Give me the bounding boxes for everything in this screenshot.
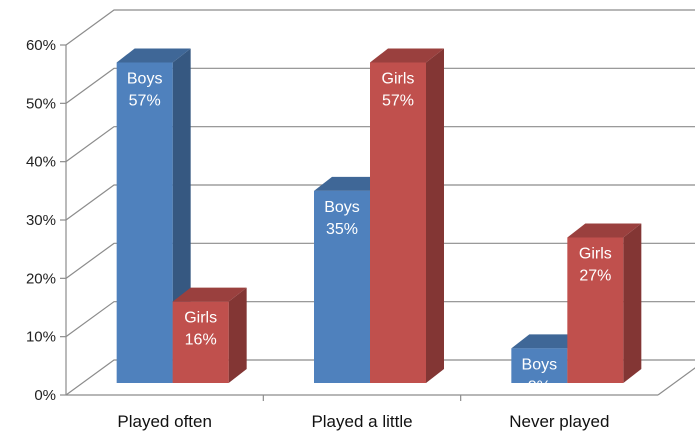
data-label-series: Boys xyxy=(324,199,360,216)
data-label-value: 27% xyxy=(579,268,611,285)
y-tick-label: 0% xyxy=(34,387,56,404)
bar-girls: Girls 57% xyxy=(370,48,444,383)
bar-top xyxy=(511,334,586,349)
bar-top xyxy=(116,48,191,63)
bar-side xyxy=(623,223,642,383)
y-tick-label: 60% xyxy=(26,37,56,54)
bar-side xyxy=(228,287,247,383)
data-label-series: Girls xyxy=(184,310,217,327)
y-tick-label: 20% xyxy=(26,270,56,287)
bar-top xyxy=(172,287,247,302)
data-label-value: 8% xyxy=(528,378,551,395)
data-label-value: 35% xyxy=(326,221,358,238)
bar-front xyxy=(370,62,426,383)
y-tick-label: 10% xyxy=(26,329,56,346)
bar-girls: Girls 16% xyxy=(172,287,247,383)
data-label-series: Girls xyxy=(579,246,612,263)
bar-side xyxy=(426,48,444,383)
bar-front xyxy=(314,190,370,383)
data-label-series: Boys xyxy=(522,356,558,373)
gridlines xyxy=(65,9,695,396)
bar-front xyxy=(116,62,173,383)
bar-front xyxy=(567,237,624,383)
gridline xyxy=(65,126,695,163)
y-axis: 0% 10% 20% 30% 40% 50% 60% xyxy=(26,37,67,404)
data-label-value: 57% xyxy=(382,93,414,110)
bar-top xyxy=(567,223,642,238)
x-tick-label: Never played xyxy=(509,412,609,431)
x-tick-label: Played a little xyxy=(311,412,412,431)
gridline xyxy=(65,9,695,46)
floor-edge xyxy=(657,367,695,396)
bars: Boys 57% Girls 16% Boys 35% Girls 57% Boys 8% Girl… xyxy=(116,48,642,395)
y-tick-label: 50% xyxy=(26,95,56,112)
bar-front xyxy=(511,348,568,383)
gridline xyxy=(65,184,695,221)
gridline xyxy=(65,67,695,104)
data-label-value: 57% xyxy=(129,93,161,110)
data-label-value: 16% xyxy=(185,332,217,349)
x-axis: Played often Played a little Never played xyxy=(66,394,658,431)
bar-top xyxy=(370,48,444,63)
gridline xyxy=(65,242,695,279)
bar-girls: Girls 27% xyxy=(567,223,642,383)
y-tick-label: 30% xyxy=(26,212,56,229)
bar-front xyxy=(172,301,229,383)
x-tick-label: Played often xyxy=(117,412,212,431)
y-tick-label: 40% xyxy=(26,154,56,171)
gridline xyxy=(65,301,695,338)
gridline xyxy=(65,359,695,396)
data-label-series: Girls xyxy=(382,71,415,88)
bar-top xyxy=(314,176,388,191)
data-label-series: Boys xyxy=(127,71,163,88)
